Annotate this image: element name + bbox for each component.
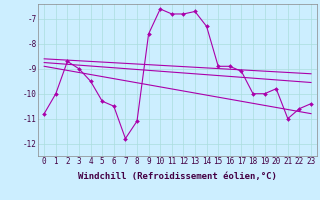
X-axis label: Windchill (Refroidissement éolien,°C): Windchill (Refroidissement éolien,°C): [78, 172, 277, 181]
